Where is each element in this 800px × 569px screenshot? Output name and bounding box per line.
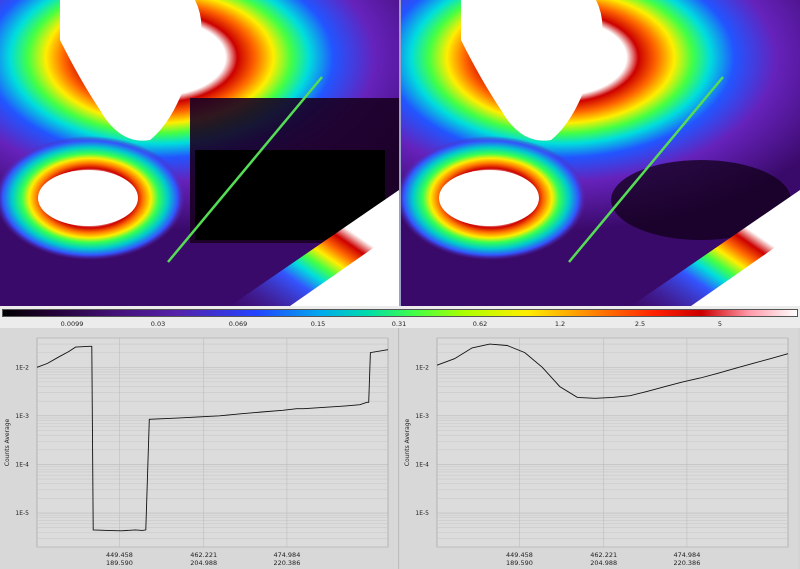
heatmap-right-graphic [401, 0, 800, 306]
y-tick-label: 1E-2 [415, 364, 429, 371]
y-axis-label: Counts Average [404, 418, 411, 466]
y-tick-label: 1E-3 [415, 413, 429, 420]
x-tick-label: 462.221 [590, 551, 617, 559]
colorbar-tick: 2.5 [634, 320, 646, 328]
colorbar-tick: 0.069 [228, 320, 248, 328]
y-tick-label: 1E-4 [415, 461, 429, 468]
x-tick-label-secondary: 189.590 [506, 559, 533, 567]
colorbar-tick: 0.03 [150, 320, 166, 328]
x-tick-label: 474.984 [273, 551, 300, 559]
x-tick-label: 462.221 [190, 551, 217, 559]
y-axis-label: Counts Average [4, 418, 11, 466]
x-tick-label: 449.458 [106, 551, 133, 559]
profile-plot-right-svg: 1E-2 1E-3 1E-4 1E-5 Counts Average 449.458189… [404, 337, 789, 567]
profile-plot-left[interactable]: 1E-2 1E-3 1E-4 1E-5 Counts Average 449.458 189… [0, 328, 399, 569]
colorbar-tick: 5 [717, 320, 723, 328]
x-tick-label-secondary: 220.386 [273, 559, 300, 567]
heatmap-left-graphic [0, 0, 399, 306]
x-tick-label-secondary: 189.590 [106, 559, 133, 567]
y-tick-label: 1E-2 [15, 364, 29, 371]
panel-divider[interactable] [399, 0, 401, 306]
x-tick-label: 449.458 [506, 551, 533, 559]
profile-plot-left-svg: 1E-2 1E-3 1E-4 1E-5 Counts Average 449.458189… [4, 337, 389, 567]
colorbar-tick: 0.15 [310, 320, 326, 328]
heatmap-left[interactable] [0, 0, 399, 306]
profile-series-line [36, 345, 389, 532]
x-tick-label-secondary: 220.386 [673, 559, 700, 567]
y-tick-label: 1E-5 [415, 510, 429, 517]
colorbar-tick: 0.31 [391, 320, 407, 328]
x-tick-label: 474.984 [673, 551, 700, 559]
colorbar-tick: 0.0099 [60, 320, 84, 328]
y-tick-label: 1E-4 [15, 461, 29, 468]
profile-plot-right[interactable]: 1E-2 1E-3 1E-4 1E-5 Counts Average 449.458 189… [400, 328, 798, 569]
profile-series-line [436, 343, 789, 399]
colorbar [2, 309, 798, 317]
y-tick-label: 1E-3 [15, 413, 29, 420]
colorbar-tick: 0.62 [472, 320, 488, 328]
colorbar-tick: 1.2 [554, 320, 566, 328]
plot-area [36, 337, 389, 548]
y-tick-label: 1E-5 [15, 510, 29, 517]
x-tick-label-secondary: 204.988 [190, 559, 217, 567]
plot-area [436, 337, 789, 548]
x-tick-label-secondary: 204.988 [590, 559, 617, 567]
heatmap-right[interactable] [401, 0, 800, 306]
colorbar-area: 0.0099 0.03 0.069 0.15 0.31 0.62 1.2 2.5… [0, 306, 800, 328]
